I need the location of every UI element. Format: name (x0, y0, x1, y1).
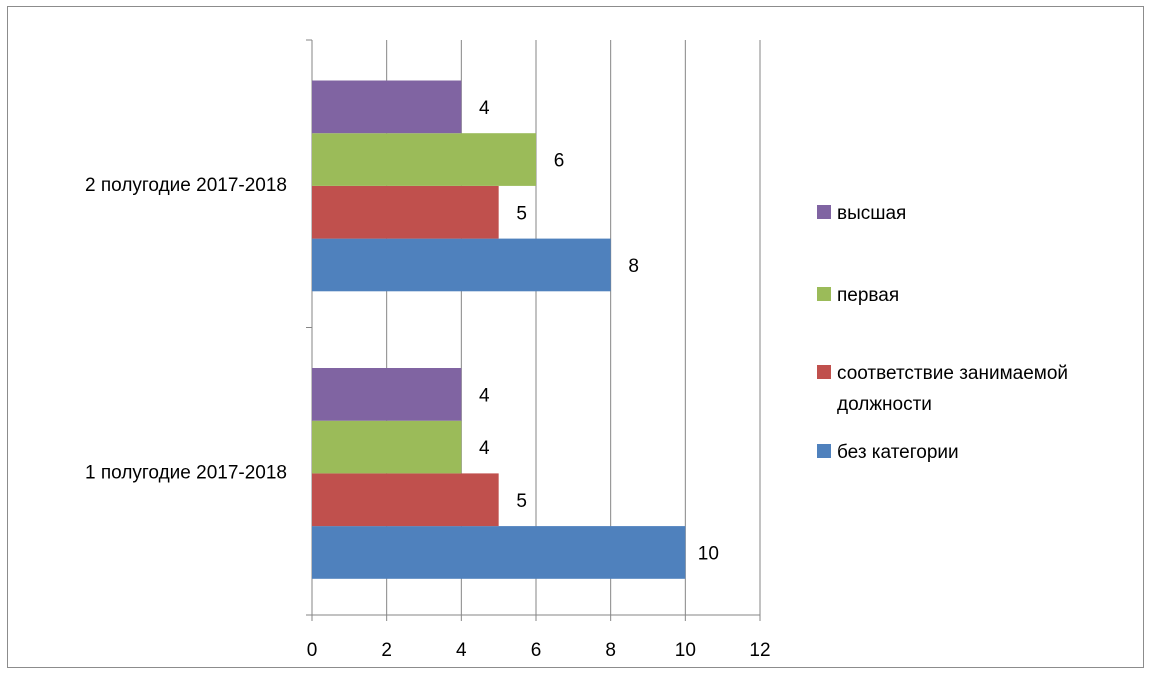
x-tick-label: 0 (307, 640, 318, 661)
legend-swatch (817, 444, 831, 458)
bar (312, 185, 499, 239)
data-label: 5 (516, 203, 527, 224)
x-tick-label: 6 (531, 640, 542, 661)
data-label: 10 (698, 543, 719, 564)
data-label: 5 (516, 491, 527, 512)
data-label: 4 (479, 98, 490, 119)
bar (312, 368, 462, 421)
bar (312, 133, 536, 186)
category-label: 2 полугодие 2017-2018 (85, 175, 287, 196)
legend-swatch (817, 205, 831, 219)
bar (312, 80, 462, 134)
legend-label: первая (837, 285, 899, 306)
x-tick-label: 2 (381, 640, 392, 661)
legend-swatch (817, 287, 831, 301)
x-tick-label: 12 (749, 640, 770, 661)
x-tick-label: 8 (605, 640, 616, 661)
data-label: 4 (479, 385, 490, 406)
bar (312, 420, 462, 474)
x-tick-label: 10 (675, 640, 696, 661)
legend-swatch (817, 365, 831, 379)
legend-label: высшая (837, 203, 906, 224)
category-label: 1 полугодие 2017-2018 (85, 462, 287, 483)
legend-label: должности (837, 394, 932, 415)
data-label: 4 (479, 438, 490, 459)
legend-label: соответствие занимаемой (837, 363, 1068, 384)
data-label: 8 (628, 256, 639, 277)
legend-label: без категории (837, 442, 959, 463)
data-label: 6 (554, 151, 565, 172)
bar (312, 238, 611, 292)
bar (312, 473, 499, 527)
bar (312, 526, 686, 579)
chart-frame (7, 6, 1144, 668)
x-tick-label: 4 (456, 640, 467, 661)
